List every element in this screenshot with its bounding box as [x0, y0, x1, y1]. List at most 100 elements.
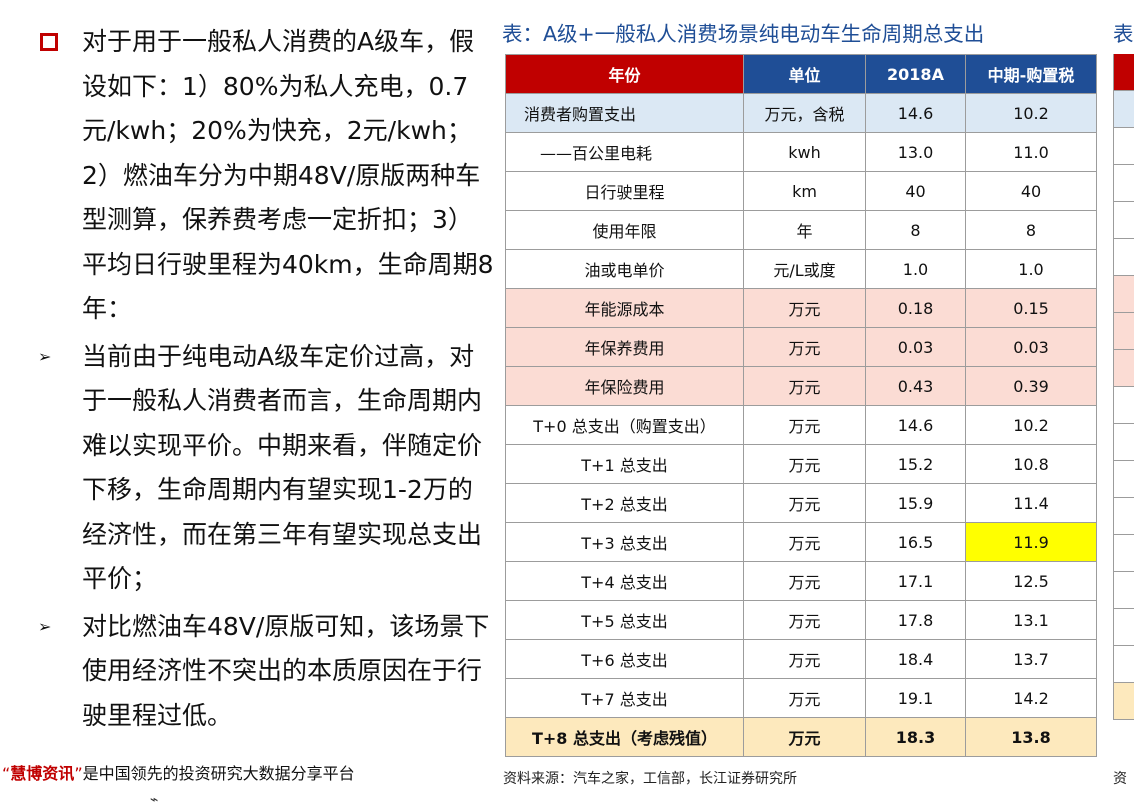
next-table-row-stripe: [1113, 534, 1134, 572]
value-2018a-cell: 1.0: [865, 249, 966, 289]
unit-cell: 万元: [743, 288, 866, 328]
next-table-row-stripe: [1113, 201, 1134, 239]
value-midterm-cell: 40: [965, 171, 1097, 211]
bullet-text: 对比燃油车48V/原版可知，该场景下使用经济性不突出的本质原因在于行驶里程过低。: [82, 611, 490, 730]
value-2018a-cell: 14.6: [865, 93, 966, 133]
table-row: 年保养费用 万元 0.03 0.03: [505, 327, 1097, 367]
next-source-fragment: 资: [1113, 771, 1127, 787]
value-midterm-cell: 1.0: [965, 249, 1097, 289]
next-table-row-stripe: [1113, 312, 1134, 350]
value-midterm-cell: 0.15: [965, 288, 1097, 328]
bullet-list: 对于用于一般私人消费的A级车，假设如下：1）80%为私人充电，0.7元/kwh；…: [36, 20, 496, 738]
row-label-cell: 消费者购置支出: [505, 93, 744, 133]
unit-cell: 万元: [743, 561, 866, 601]
unit-cell: 年: [743, 210, 866, 250]
unit-cell: 万元: [743, 444, 866, 484]
next-table-row-stripe: [1113, 682, 1134, 720]
quote-open: “: [2, 764, 11, 783]
footer-brand: “慧博资讯”是中国领先的投资研究大数据分享平台: [0, 760, 502, 804]
next-table-row-stripe: [1113, 423, 1134, 461]
value-midterm-cell: 0.03: [965, 327, 1097, 367]
unit-cell: kwh: [743, 132, 866, 172]
row-label-cell: T+3 总支出: [505, 522, 744, 562]
cost-table: 年份 单位 2018A 中期-购置税 消费者购置支出 万元，含税 14.6 10.2—…: [505, 54, 1097, 757]
bullet-text: 对于用于一般私人消费的A级车，假设如下：1）80%为私人充电，0.7元/kwh；…: [82, 27, 494, 323]
row-label-cell: T+0 总支出（购置支出）: [505, 405, 744, 445]
row-label-cell: 使用年限: [505, 210, 744, 250]
unit-cell: 元/L或度: [743, 249, 866, 289]
table-row: 油或电单价 元/L或度 1.0 1.0: [505, 249, 1097, 289]
unit-cell: 万元，含税: [743, 93, 866, 133]
table-row: T+0 总支出（购置支出） 万元 14.6 10.2: [505, 405, 1097, 445]
brand-name: 慧博资讯: [10, 764, 75, 783]
table-row: 使用年限年 8 8: [505, 210, 1097, 250]
next-table-title-fragment: 表: [1113, 22, 1134, 46]
next-table-row-stripe: [1113, 460, 1134, 498]
value-midterm-cell: 11.4: [965, 483, 1097, 523]
footer-tagline: 是中国领先的投资研究大数据分享平台: [82, 764, 355, 783]
value-midterm-cell: 10.2: [965, 405, 1097, 445]
table-row: T+1 总支出 万元 15.2 10.8: [505, 444, 1097, 484]
unit-cell: 万元: [743, 717, 866, 757]
header-unit: 单位: [743, 54, 866, 94]
row-label-cell: T+1 总支出: [505, 444, 744, 484]
value-midterm-cell: 13.8: [965, 717, 1097, 757]
value-2018a-cell: 0.18: [865, 288, 966, 328]
quote-close: ”: [74, 764, 83, 783]
header-midterm: 中期-购置税: [965, 54, 1097, 94]
value-midterm-cell: 12.5: [965, 561, 1097, 601]
table-header-row: 年份 单位 2018A 中期-购置税: [505, 54, 1097, 94]
next-table-row-stripe: [1113, 127, 1134, 165]
value-2018a-cell: 18.3: [865, 717, 966, 757]
value-midterm-cell: 14.2: [965, 678, 1097, 718]
unit-cell: 万元: [743, 483, 866, 523]
table-row: 消费者购置支出 万元，含税 14.6 10.2: [505, 93, 1097, 133]
table-row: 日行驶里程 km 40 40: [505, 171, 1097, 211]
value-2018a-cell: 19.1: [865, 678, 966, 718]
next-table-row-stripe: [1113, 608, 1134, 646]
row-label-cell: T+6 总支出: [505, 639, 744, 679]
next-table-row-stripe: [1113, 386, 1134, 424]
unit-cell: 万元: [743, 405, 866, 445]
arrow-bullet-icon: ➢: [38, 346, 52, 366]
row-label-cell: ——百公里电耗: [505, 132, 744, 172]
row-label-cell: T+7 总支出: [505, 678, 744, 718]
table-row: 年能源成本 万元 0.18 0.15: [505, 288, 1097, 328]
next-table-row-stripe: [1113, 349, 1134, 387]
arrow-bullet-icon: ➢: [38, 616, 52, 636]
value-2018a-cell: 13.0: [865, 132, 966, 172]
table-source: 资料来源：汽车之家，工信部，长江证券研究所: [503, 771, 797, 787]
next-table-row-stripe: [1113, 90, 1134, 128]
next-table-row-stripe: [1113, 645, 1134, 683]
row-label-cell: 油或电单价: [505, 249, 744, 289]
bullet-item-comparison: ➢ 对比燃油车48V/原版可知，该场景下使用经济性不突出的本质原因在于行驶里程过…: [36, 605, 496, 739]
header-year: 年份: [505, 54, 744, 94]
table-title: 表：A级+一般私人消费场景纯电动车生命周期总支出: [502, 22, 985, 46]
value-2018a-cell: 15.2: [865, 444, 966, 484]
unit-cell: 万元: [743, 600, 866, 640]
row-label-cell: T+8 总支出（考虑残值）: [505, 717, 744, 757]
square-bullet-icon: [40, 33, 58, 51]
value-midterm-cell: 11.0: [965, 132, 1097, 172]
unit-cell: 万元: [743, 366, 866, 406]
bullet-text: 当前由于纯电动A级车定价过高，对于一般私人消费者而言，生命周期内难以实现平价。中…: [82, 341, 483, 594]
unit-cell: 万元: [743, 678, 866, 718]
table-row: T+7 总支出 万元 19.1 14.2: [505, 678, 1097, 718]
row-label-cell: T+2 总支出: [505, 483, 744, 523]
value-2018a-cell: 15.9: [865, 483, 966, 523]
value-2018a-cell: 17.8: [865, 600, 966, 640]
value-2018a-cell: 8: [865, 210, 966, 250]
bullet-item-assumptions: 对于用于一般私人消费的A级车，假设如下：1）80%为私人充电，0.7元/kwh；…: [36, 20, 496, 332]
unit-cell: 万元: [743, 522, 866, 562]
unit-cell: km: [743, 171, 866, 211]
value-midterm-cell: 13.7: [965, 639, 1097, 679]
row-label-cell: 年保险费用: [505, 366, 744, 406]
next-table-fragment: [1113, 54, 1134, 758]
table-row: T+5 总支出 万元 17.8 13.1: [505, 600, 1097, 640]
value-2018a-cell: 0.43: [865, 366, 966, 406]
value-midterm-cell: 10.2: [965, 93, 1097, 133]
next-table-header-stripe: [1113, 54, 1134, 91]
value-midterm-cell: 10.8: [965, 444, 1097, 484]
value-2018a-cell: 18.4: [865, 639, 966, 679]
row-label-cell: T+5 总支出: [505, 600, 744, 640]
